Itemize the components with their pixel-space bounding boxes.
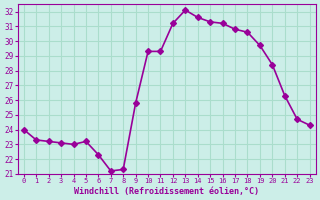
X-axis label: Windchill (Refroidissement éolien,°C): Windchill (Refroidissement éolien,°C) [74, 187, 259, 196]
